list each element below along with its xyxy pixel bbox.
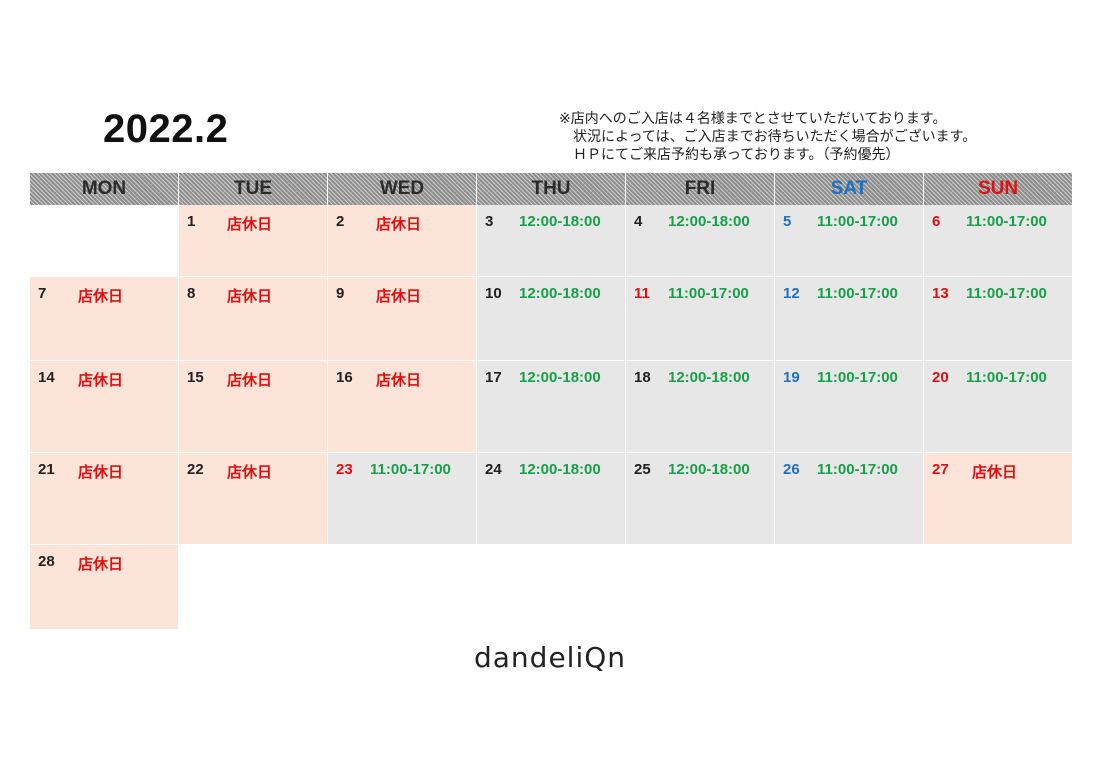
closed-day-label: 店休日: [376, 288, 422, 305]
closed-day-label: 店休日: [972, 464, 1018, 481]
calendar-day-10: 10 12:00-18:00: [477, 277, 626, 361]
day-number: 23: [336, 461, 353, 478]
closed-day-label: 店休日: [78, 464, 124, 481]
calendar-title: 2022.2: [103, 107, 229, 151]
weekday-header-thu: THU: [477, 173, 626, 205]
calendar-day-7: 7 店休日: [30, 277, 179, 361]
day-number: 26: [783, 461, 800, 478]
store-notice: ※店内へのご入店は４名様までとさせていただいております。 状況によっては、ご入店…: [559, 110, 976, 164]
closed-day-label: 店休日: [227, 288, 273, 305]
calendar-day-21: 21 店休日: [30, 453, 179, 545]
weekday-header-fri: FRI: [626, 173, 775, 205]
day-number: 9: [336, 285, 345, 302]
calendar-day-empty: [30, 205, 179, 277]
day-number: 14: [38, 369, 55, 386]
day-number: 1: [187, 213, 196, 230]
day-number: 20: [932, 369, 949, 386]
day-number: 10: [485, 285, 502, 302]
day-number: 27: [932, 461, 949, 478]
day-number: 18: [634, 369, 651, 386]
closed-day-label: 店休日: [78, 372, 124, 389]
business-hours: 11:00-17:00: [668, 285, 749, 302]
calendar-day-6: 6 11:00-17:00: [924, 205, 1073, 277]
calendar-day-22: 22 店休日: [179, 453, 328, 545]
calendar-day-18: 18 12:00-18:00: [626, 361, 775, 453]
weekday-header-sun: SUN: [924, 173, 1073, 205]
notice-line-2: 状況によっては、ご入店までお待ちいただく場合がございます。: [559, 129, 977, 145]
business-hours: 11:00-17:00: [966, 213, 1047, 230]
business-hours: 12:00-18:00: [668, 461, 750, 478]
day-number: 13: [932, 285, 949, 302]
closed-day-label: 店休日: [78, 288, 124, 305]
calendar-day-20: 20 11:00-17:00: [924, 361, 1073, 453]
calendar-day-24: 24 12:00-18:00: [477, 453, 626, 545]
business-hours: 12:00-18:00: [519, 213, 601, 230]
notice-line-1: ※店内へのご入店は４名様までとさせていただいております。: [559, 111, 947, 127]
day-number: 5: [783, 213, 792, 230]
business-hours: 12:00-18:00: [668, 213, 750, 230]
calendar-day-15: 15 店休日: [179, 361, 328, 453]
calendar-day-13: 13 11:00-17:00: [924, 277, 1073, 361]
dandelion-logo: dandeliQn: [474, 641, 627, 674]
day-number: 2: [336, 213, 345, 230]
closed-day-label: 店休日: [227, 216, 273, 233]
business-hours: 11:00-17:00: [817, 285, 898, 302]
calendar-day-1: 1 店休日: [179, 205, 328, 277]
calendar-day-28: 28 店休日: [30, 545, 179, 630]
day-number: 6: [932, 213, 941, 230]
business-hours: 11:00-17:00: [966, 369, 1047, 386]
day-number: 19: [783, 369, 800, 386]
calendar-day-16: 16 店休日: [328, 361, 477, 453]
day-number: 22: [187, 461, 204, 478]
day-number: 12: [783, 285, 800, 302]
calendar-day-2: 2 店休日: [328, 205, 477, 277]
day-number: 15: [187, 369, 204, 386]
day-number: 24: [485, 461, 502, 478]
weekday-header-wed: WED: [328, 173, 477, 205]
weekday-header-sat: SAT: [775, 173, 924, 205]
business-hours: 12:00-18:00: [519, 369, 601, 386]
day-number: 7: [38, 285, 47, 302]
day-number: 11: [634, 285, 650, 302]
day-number: 3: [485, 213, 494, 230]
notice-line-3: ＨＰにてご来店予約も承っております。（予約優先）: [559, 147, 900, 163]
business-hours: 11:00-17:00: [966, 285, 1047, 302]
closed-day-label: 店休日: [227, 464, 273, 481]
closed-day-label: 店休日: [227, 372, 273, 389]
day-number: 4: [634, 213, 643, 230]
calendar-day-4: 4 12:00-18:00: [626, 205, 775, 277]
closed-day-label: 店休日: [376, 216, 422, 233]
calendar-day-12: 12 11:00-17:00: [775, 277, 924, 361]
day-number: 21: [38, 461, 55, 478]
calendar-day-23: 23 11:00-17:00: [328, 453, 477, 545]
business-hours: 11:00-17:00: [370, 461, 451, 478]
calendar-grid: MON TUE WED THU FRI SAT SUN 1 店休日 2 店休日 3 12:…: [30, 173, 1073, 630]
calendar-day-9: 9 店休日: [328, 277, 477, 361]
closed-day-label: 店休日: [78, 556, 124, 573]
calendar-day-8: 8 店休日: [179, 277, 328, 361]
day-number: 25: [634, 461, 651, 478]
business-hours: 11:00-17:00: [817, 369, 898, 386]
weekday-header-mon: MON: [30, 173, 179, 205]
business-hours: 11:00-17:00: [817, 213, 898, 230]
calendar-day-26: 26 11:00-17:00: [775, 453, 924, 545]
calendar-day-5: 5 11:00-17:00: [775, 205, 924, 277]
calendar-day-17: 17 12:00-18:00: [477, 361, 626, 453]
day-number: 8: [187, 285, 196, 302]
calendar-day-11: 11 11:00-17:00: [626, 277, 775, 361]
calendar-day-25: 25 12:00-18:00: [626, 453, 775, 545]
business-hours: 11:00-17:00: [817, 461, 898, 478]
closed-day-label: 店休日: [376, 372, 422, 389]
weekday-header-tue: TUE: [179, 173, 328, 205]
day-number: 28: [38, 553, 55, 570]
business-hours: 12:00-18:00: [668, 369, 750, 386]
day-number: 16: [336, 369, 353, 386]
business-hours: 12:00-18:00: [519, 285, 601, 302]
calendar-day-3: 3 12:00-18:00: [477, 205, 626, 277]
day-number: 17: [485, 369, 502, 386]
calendar-day-27: 27 店休日: [924, 453, 1073, 545]
calendar-day-14: 14 店休日: [30, 361, 179, 453]
business-hours: 12:00-18:00: [519, 461, 601, 478]
calendar-day-19: 19 11:00-17:00: [775, 361, 924, 453]
